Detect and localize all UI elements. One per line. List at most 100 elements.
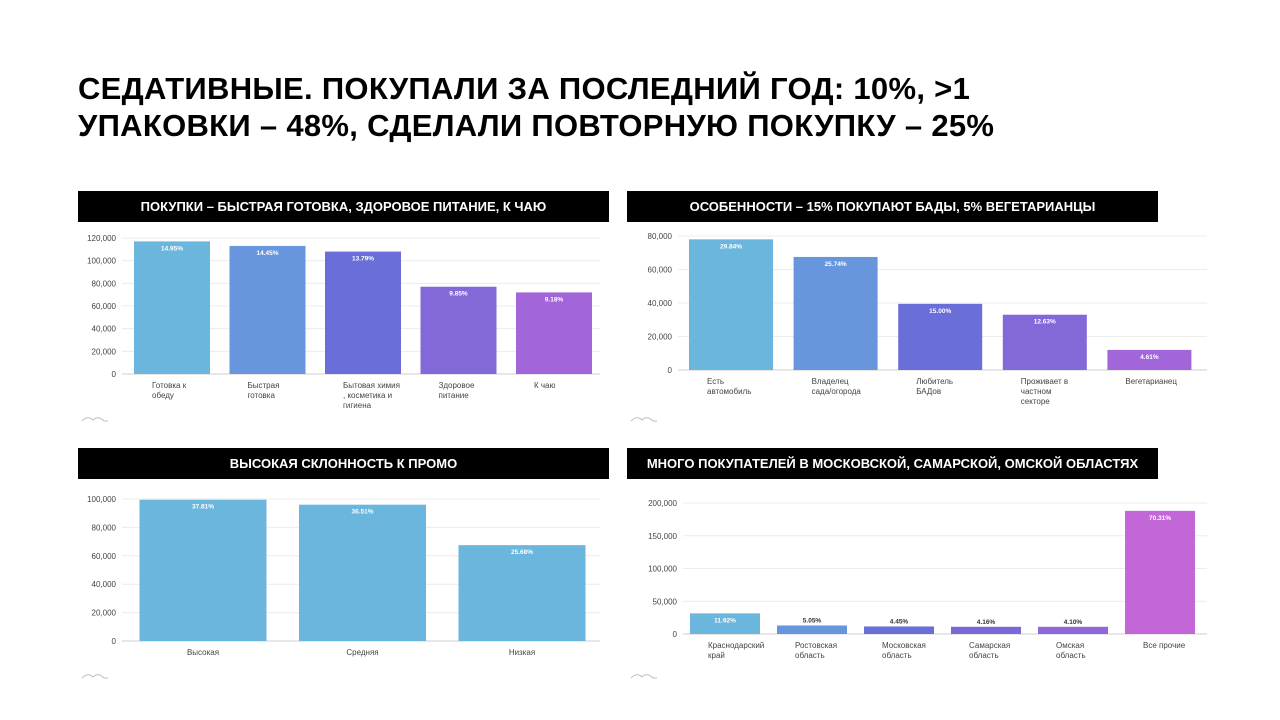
y-tick-label: 150,000 [648, 532, 677, 541]
x-tick-label: Ростовская [795, 641, 837, 650]
data-label: 14.95% [161, 245, 183, 252]
data-label: 9.18% [545, 296, 564, 303]
bar [864, 626, 934, 634]
x-tick-label: К чаю [534, 381, 556, 390]
x-tick-label: Все прочие [1143, 641, 1186, 650]
y-tick-label: 60,000 [92, 552, 117, 561]
bar [420, 286, 497, 374]
panel-purchases: ПОКУПКИ – БЫСТРАЯ ГОТОВКА, ЗДОРОВОЕ ПИТА… [78, 191, 609, 431]
bar [777, 625, 847, 634]
purchases-bar-chart: 0 20,000 40,000 60,000 80,000 100,000 120,000 1… [81, 234, 600, 422]
bar [134, 241, 210, 374]
data-label: 5.05% [803, 617, 822, 624]
bar [139, 499, 267, 641]
bar [898, 303, 983, 370]
bar [690, 613, 760, 634]
y-tick-label: 0 [112, 637, 117, 646]
bar [1125, 510, 1195, 634]
data-label: 37.81% [192, 504, 214, 511]
bar [458, 545, 586, 641]
data-label: 70.31% [1149, 515, 1171, 522]
x-tick-label: секторе [1021, 397, 1051, 406]
x-tick-label: Готовка к [152, 381, 187, 390]
wave-logo-icon [630, 417, 657, 422]
x-tick-label: питание [439, 391, 470, 400]
panel-header-purchases: ПОКУПКИ – БЫСТРАЯ ГОТОВКА, ЗДОРОВОЕ ПИТА… [78, 191, 609, 222]
data-label: 25.74% [825, 261, 847, 268]
panel-regions: МНОГО ПОКУПАТЕЛЕЙ В МОСКОВСКОЙ, САМАРСКО… [627, 448, 1207, 688]
x-tick-label: Высокая [187, 648, 219, 657]
y-tick-label: 100,000 [87, 495, 116, 504]
bar [1002, 314, 1087, 370]
data-label: 4.16% [977, 619, 996, 626]
y-tick-label: 0 [668, 366, 673, 375]
y-tick-label: 50,000 [653, 597, 678, 606]
y-tick-label: 80,000 [648, 232, 673, 241]
regions-bar-chart: 0 50,000 100,000 150,000 200,000 11.92% Красно… [630, 499, 1207, 679]
x-tick-label: Московская [882, 641, 926, 650]
x-tick-label: Вегетарианец [1125, 377, 1177, 386]
x-tick-label: Омская [1056, 641, 1084, 650]
slide-title: СЕДАТИВНЫЕ. ПОКУПАЛИ ЗА ПОСЛЕДНИЙ ГОД: 1… [78, 70, 1228, 144]
y-tick-label: 20,000 [92, 347, 117, 356]
y-tick-label: 80,000 [92, 279, 117, 288]
slide-title-line-2: УПАКОВКИ – 48%, СДЕЛАЛИ ПОВТОРНУЮ ПОКУПК… [78, 108, 995, 143]
y-tick-label: 120,000 [87, 234, 116, 243]
bar [229, 245, 306, 374]
x-tick-label: край [708, 651, 725, 660]
x-tick-label: Любитель [916, 377, 953, 386]
x-tick-label: Здоровое [439, 381, 475, 390]
data-label: 4.45% [890, 618, 909, 625]
panel-header-regions: МНОГО ПОКУПАТЕЛЕЙ В МОСКОВСКОЙ, САМАРСКО… [627, 448, 1158, 479]
x-tick-label: Быстрая [248, 381, 280, 390]
x-tick-label: область [882, 651, 912, 660]
x-tick-label: частном [1021, 387, 1052, 396]
x-tick-label: сада/огорода [812, 387, 862, 396]
data-label: 13.79% [352, 256, 374, 263]
data-label: 11.92% [714, 617, 736, 624]
x-tick-label: обеду [152, 391, 174, 400]
panel-features: ОСОБЕННОСТИ – 15% ПОКУПАЮТ БАДЫ, 5% ВЕГЕ… [627, 191, 1207, 431]
y-tick-label: 40,000 [92, 580, 117, 589]
y-tick-label: 0 [673, 630, 678, 639]
y-tick-label: 0 [112, 370, 117, 379]
y-tick-label: 80,000 [92, 523, 117, 532]
y-tick-label: 40,000 [648, 299, 673, 308]
x-tick-label: область [1056, 651, 1086, 660]
features-bar-chart: 0 20,000 40,000 60,000 80,000 29.84% Естьавтом… [630, 232, 1207, 422]
panel-header-features: ОСОБЕННОСТИ – 15% ПОКУПАЮТ БАДЫ, 5% ВЕГЕ… [627, 191, 1158, 222]
y-tick-label: 100,000 [87, 257, 116, 266]
promo-bar-chart: 0 20,000 40,000 60,000 80,000 100,000 37.81% Вы… [81, 495, 600, 679]
data-label: 12.63% [1034, 319, 1056, 326]
bar [689, 239, 773, 370]
x-tick-label: автомобиль [707, 387, 751, 396]
x-tick-label: Низкая [509, 648, 535, 657]
bar [1038, 626, 1108, 634]
bar [325, 251, 401, 374]
data-label: 36.51% [351, 509, 373, 516]
x-tick-label: , косметика и [343, 391, 392, 400]
data-label: 15.00% [929, 308, 951, 315]
x-tick-label: Средняя [346, 648, 378, 657]
data-label: 4.61% [1140, 354, 1159, 361]
data-label: 9.85% [449, 291, 468, 298]
x-tick-label: Краснодарский [708, 641, 764, 650]
bar [951, 626, 1021, 634]
bar [1107, 349, 1192, 370]
data-label: 29.84% [720, 243, 742, 250]
wave-logo-icon [81, 674, 108, 679]
x-tick-label: гигиена [343, 401, 372, 410]
x-tick-label: Есть [707, 377, 724, 386]
x-tick-label: Проживает в [1021, 377, 1068, 386]
slide-title-line-1: СЕДАТИВНЫЕ. ПОКУПАЛИ ЗА ПОСЛЕДНИЙ ГОД: 1… [78, 71, 971, 106]
y-tick-label: 60,000 [648, 266, 673, 275]
bar [299, 504, 426, 641]
panel-promo: ВЫСОКАЯ СКЛОННОСТЬ К ПРОМО 0 20,000 40,000… [78, 448, 609, 688]
x-tick-label: БАДов [916, 387, 941, 396]
bar [516, 292, 592, 374]
x-tick-label: готовка [248, 391, 276, 400]
bar [793, 256, 878, 370]
data-label: 4.10% [1064, 619, 1083, 626]
x-tick-label: Бытовая химия [343, 381, 400, 390]
panel-header-promo: ВЫСОКАЯ СКЛОННОСТЬ К ПРОМО [78, 448, 609, 479]
